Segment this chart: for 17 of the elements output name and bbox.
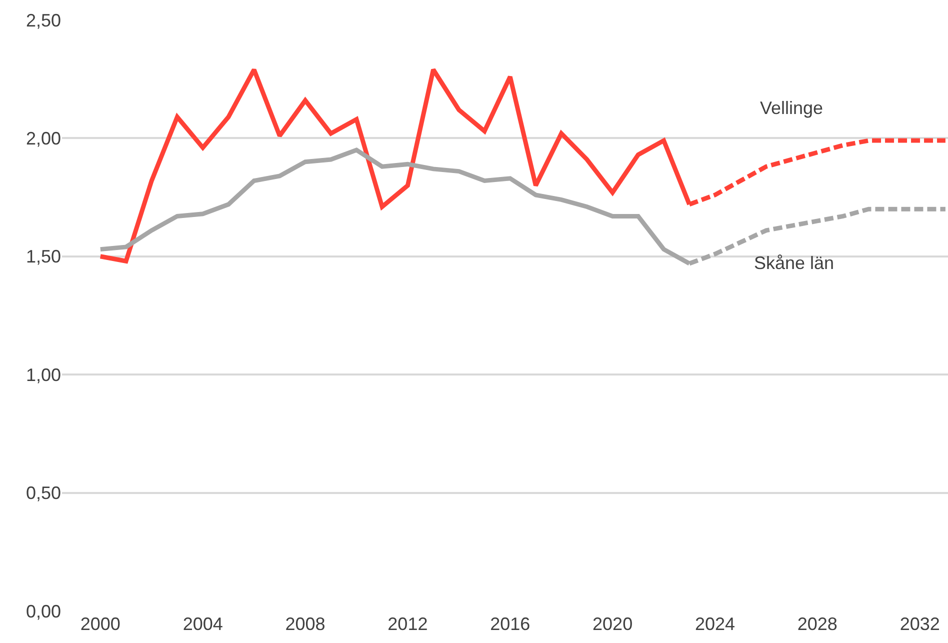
y-tick-label: 0,50 — [26, 483, 61, 504]
x-tick-label: 2032 — [900, 614, 940, 634]
x-tick-label: 2000 — [80, 614, 120, 634]
x-tick-label: 2020 — [592, 614, 633, 634]
y-tick-label: 1,00 — [26, 364, 61, 385]
x-tick-label: 2024 — [694, 614, 736, 634]
y-tick-label: 2,00 — [26, 128, 61, 148]
x-tick-label: 2016 — [490, 614, 530, 634]
y-tick-label: 2,50 — [26, 10, 61, 30]
text: Skåne län — [754, 253, 834, 273]
x-tick-label: 2004 — [182, 614, 223, 634]
x-tick-label: 2012 — [388, 614, 428, 634]
y-tick-label: 1,50 — [26, 246, 61, 267]
y-tick-label: 0,00 — [26, 601, 61, 622]
x-tick-label: 2028 — [797, 614, 838, 634]
text: Vellinge — [760, 98, 824, 118]
x-tick-label: 2008 — [285, 614, 326, 634]
